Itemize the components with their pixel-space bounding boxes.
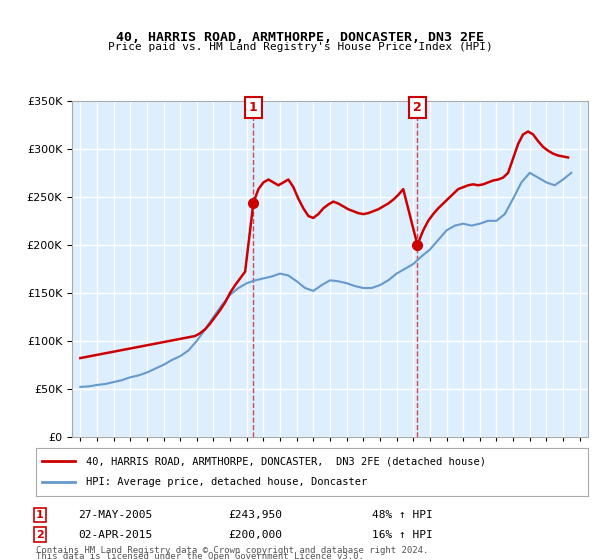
- Text: 27-MAY-2005: 27-MAY-2005: [78, 510, 152, 520]
- Text: 02-APR-2015: 02-APR-2015: [78, 530, 152, 540]
- Text: Price paid vs. HM Land Registry's House Price Index (HPI): Price paid vs. HM Land Registry's House …: [107, 42, 493, 52]
- Text: 2: 2: [413, 101, 422, 114]
- Text: 48% ↑ HPI: 48% ↑ HPI: [372, 510, 433, 520]
- Text: £200,000: £200,000: [228, 530, 282, 540]
- Text: 2: 2: [36, 530, 44, 540]
- Text: 40, HARRIS ROAD, ARMTHORPE, DONCASTER,  DN3 2FE (detached house): 40, HARRIS ROAD, ARMTHORPE, DONCASTER, D…: [86, 456, 485, 466]
- Text: Contains HM Land Registry data © Crown copyright and database right 2024.: Contains HM Land Registry data © Crown c…: [36, 547, 428, 556]
- Text: 1: 1: [36, 510, 44, 520]
- Text: 1: 1: [249, 101, 258, 114]
- Text: 16% ↑ HPI: 16% ↑ HPI: [372, 530, 433, 540]
- Text: This data is licensed under the Open Government Licence v3.0.: This data is licensed under the Open Gov…: [36, 552, 364, 560]
- Text: HPI: Average price, detached house, Doncaster: HPI: Average price, detached house, Donc…: [86, 477, 367, 487]
- Text: 40, HARRIS ROAD, ARMTHORPE, DONCASTER, DN3 2FE: 40, HARRIS ROAD, ARMTHORPE, DONCASTER, D…: [116, 31, 484, 44]
- Text: £243,950: £243,950: [228, 510, 282, 520]
